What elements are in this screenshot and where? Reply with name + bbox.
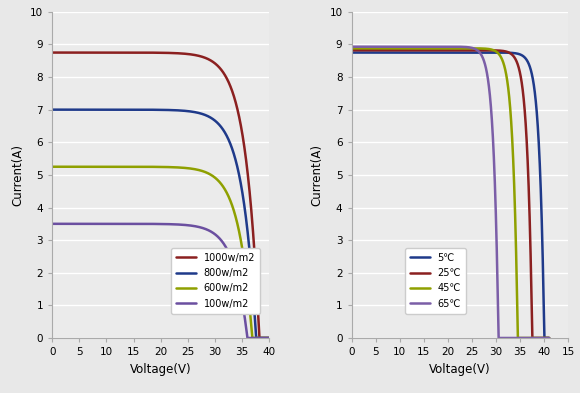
600w/m2 [238,241,245,246]
5℃ [541,336,548,340]
1000w/m2 [238,127,245,131]
Line: 45℃: 45℃ [351,48,549,338]
45℃ [520,336,527,340]
65℃ [424,44,431,49]
X-axis label: Voltage(V): Voltage(V) [429,363,491,376]
1000w/m2 [142,50,148,55]
800w/m2 [86,107,93,112]
1000w/m2 [132,50,139,55]
5℃ [520,54,527,59]
800w/m2 [74,107,81,112]
5℃ [432,50,439,55]
Line: 25℃: 25℃ [351,50,549,338]
800w/m2 [142,107,148,112]
800w/m2 [262,336,269,340]
800w/m2 [49,107,56,112]
25℃ [382,48,389,53]
100w/m2 [86,222,93,226]
65℃ [371,44,378,49]
Line: 100w/m2: 100w/m2 [52,224,269,338]
65℃ [432,44,439,49]
Line: 800w/m2: 800w/m2 [52,110,269,338]
65℃ [495,336,502,340]
65℃ [546,336,553,340]
Y-axis label: Current(A): Current(A) [311,144,324,206]
65℃ [542,336,549,340]
100w/m2 [132,222,139,226]
800w/m2 [238,185,245,190]
25℃ [542,336,549,340]
1000w/m2 [256,336,263,340]
100w/m2 [266,336,273,340]
45℃ [382,46,389,51]
25℃ [432,48,439,53]
600w/m2 [49,164,56,169]
25℃ [348,48,355,53]
45℃ [546,336,553,340]
Line: 65℃: 65℃ [351,47,549,338]
600w/m2 [266,336,273,340]
800w/m2 [266,336,273,340]
25℃ [546,336,553,340]
Line: 1000w/m2: 1000w/m2 [52,53,269,338]
Legend: 5℃, 25℃, 45℃, 65℃: 5℃, 25℃, 45℃, 65℃ [405,248,466,314]
600w/m2 [74,164,81,169]
65℃ [348,44,355,49]
5℃ [348,50,355,55]
5℃ [382,50,389,55]
45℃ [514,336,521,340]
25℃ [529,336,536,340]
600w/m2 [132,164,139,169]
25℃ [371,48,378,53]
100w/m2 [262,336,269,340]
45℃ [424,46,431,51]
25℃ [520,99,527,104]
1000w/m2 [266,336,273,340]
600w/m2 [86,164,93,169]
100w/m2 [238,295,245,300]
45℃ [432,46,439,51]
1000w/m2 [49,50,56,55]
800w/m2 [253,336,260,340]
65℃ [520,336,527,340]
Legend: 1000w/m2, 800w/m2, 600w/m2, 100w/m2: 1000w/m2, 800w/m2, 600w/m2, 100w/m2 [172,248,260,314]
100w/m2 [142,222,148,226]
600w/m2 [262,336,269,340]
800w/m2 [132,107,139,112]
1000w/m2 [262,336,269,340]
5℃ [542,336,549,340]
25℃ [424,48,431,53]
600w/m2 [249,336,256,340]
X-axis label: Voltage(V): Voltage(V) [130,363,191,376]
600w/m2 [142,164,148,169]
45℃ [371,46,378,51]
45℃ [348,46,355,51]
5℃ [371,50,378,55]
Line: 5℃: 5℃ [351,53,549,338]
Line: 600w/m2: 600w/m2 [52,167,269,338]
1000w/m2 [74,50,81,55]
65℃ [382,44,389,49]
45℃ [542,336,549,340]
100w/m2 [49,222,56,226]
100w/m2 [74,222,81,226]
100w/m2 [244,336,251,340]
1000w/m2 [86,50,93,55]
Y-axis label: Current(A): Current(A) [12,144,24,206]
5℃ [546,336,553,340]
5℃ [424,50,431,55]
